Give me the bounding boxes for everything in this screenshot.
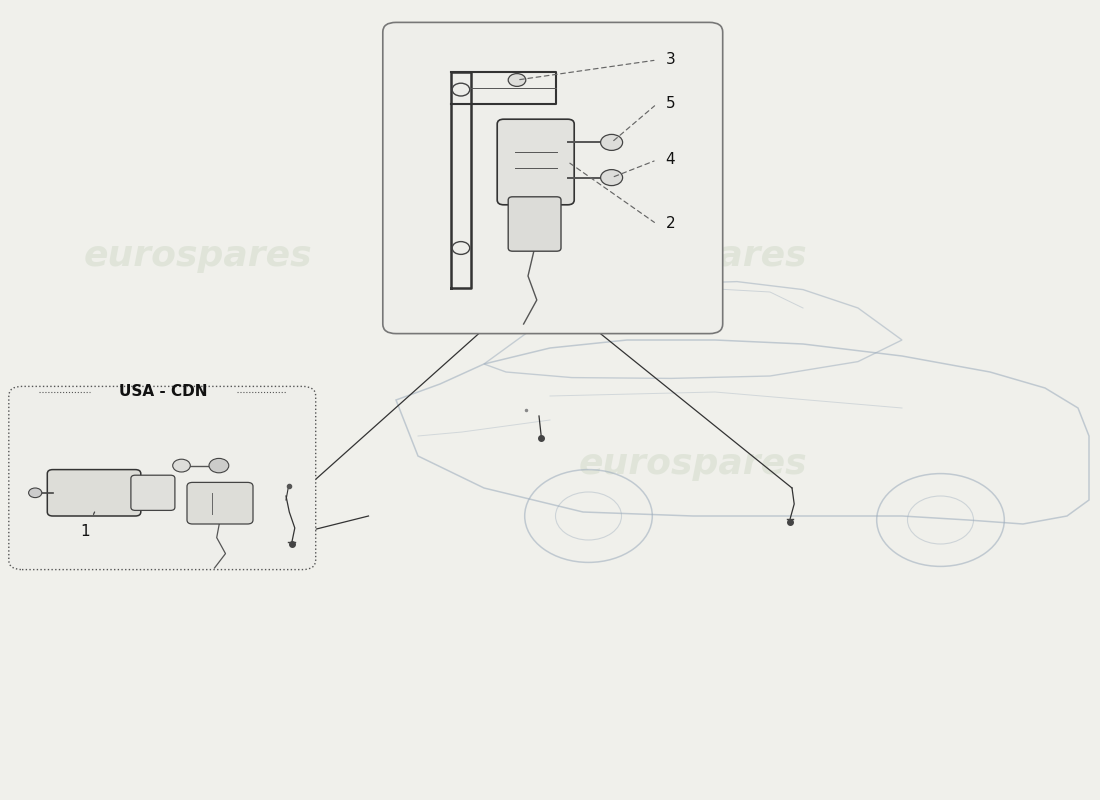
- Text: 1: 1: [80, 525, 89, 539]
- Circle shape: [601, 170, 623, 186]
- Text: eurospares: eurospares: [84, 447, 312, 481]
- Circle shape: [508, 74, 526, 86]
- Text: eurospares: eurospares: [579, 239, 807, 273]
- FancyBboxPatch shape: [383, 22, 723, 334]
- Text: eurospares: eurospares: [84, 239, 312, 273]
- Circle shape: [173, 459, 190, 472]
- FancyBboxPatch shape: [9, 386, 316, 570]
- Text: USA - CDN: USA - CDN: [119, 385, 207, 399]
- FancyBboxPatch shape: [497, 119, 574, 205]
- Text: 3: 3: [666, 53, 675, 67]
- Text: 2: 2: [666, 217, 675, 231]
- Text: 4: 4: [666, 153, 675, 167]
- FancyBboxPatch shape: [508, 197, 561, 251]
- FancyBboxPatch shape: [187, 482, 253, 524]
- Text: eurospares: eurospares: [579, 447, 807, 481]
- FancyBboxPatch shape: [131, 475, 175, 510]
- Circle shape: [209, 458, 229, 473]
- Circle shape: [601, 134, 623, 150]
- Text: 5: 5: [666, 97, 675, 111]
- FancyBboxPatch shape: [47, 470, 141, 516]
- Circle shape: [29, 488, 42, 498]
